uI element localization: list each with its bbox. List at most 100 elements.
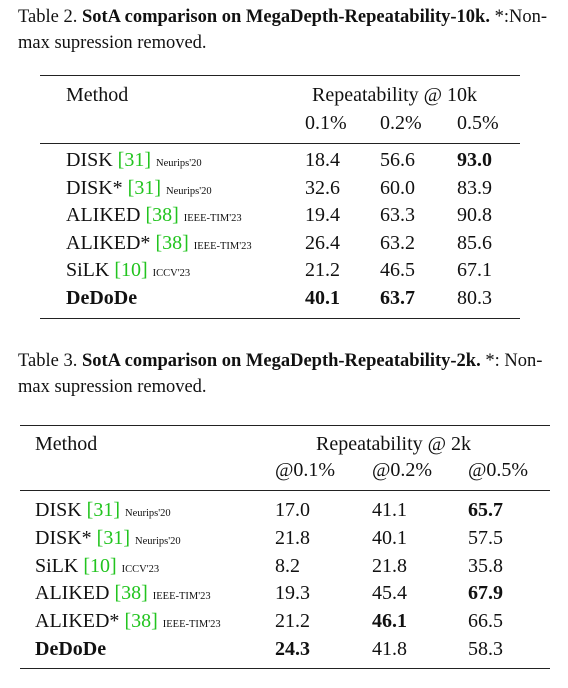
method-name: DeDoDe	[35, 638, 107, 660]
venue: IEEE-TIM'23	[183, 213, 242, 225]
method-cell: DeDoDe	[66, 286, 137, 310]
value-cell: 8.2	[275, 554, 300, 577]
value-cell: 63.7	[380, 287, 415, 309]
venue: Neurips'20	[125, 508, 171, 519]
header-group: Repeatability @ 2k	[316, 433, 472, 455]
caption-note: *:Non-max supression removed.	[18, 7, 548, 53]
venue: ICCV'23	[121, 563, 160, 575]
method-name: DISK	[66, 149, 113, 171]
method-cell: DISK [31] Neurips'20	[66, 148, 202, 176]
venue: IEEE-TIM'23	[152, 591, 211, 603]
citation: [38]	[114, 582, 148, 605]
method-cell: ALIKED [38] IEEE-TIM'23	[35, 581, 211, 609]
value-cell: 67.1	[457, 259, 492, 282]
venue: Neurips'20	[166, 185, 212, 197]
value-cell: 19.4	[305, 204, 340, 227]
value-cell: 65.7	[468, 499, 503, 521]
value-cell: 63.2	[380, 231, 415, 254]
method-cell: ALIKED [38] IEEE-TIM'23	[66, 203, 242, 231]
value-cell: 41.1	[372, 499, 407, 521]
top-rule	[20, 425, 550, 426]
column-header: 0.2%	[380, 112, 422, 134]
caption: Table 3. SotA comparison on MegaDepth-Re…	[18, 348, 563, 400]
value-cell: 66.5	[468, 610, 503, 633]
value-cell: 18.4	[305, 149, 340, 171]
citation: [31]	[127, 176, 161, 199]
value-cell: 90.8	[457, 204, 492, 227]
citation: [38]	[124, 610, 158, 633]
header-group: Repeatability @ 10k	[312, 84, 478, 106]
method-name: SiLK	[35, 554, 79, 577]
method-name: DeDoDe	[66, 287, 138, 309]
citation: [10]	[114, 259, 148, 282]
value-cell: 17.0	[275, 499, 310, 521]
citation: [10]	[83, 554, 117, 577]
venue: IEEE-TIM'23	[193, 240, 252, 252]
method-cell: ALIKED* [38] IEEE-TIM'23	[66, 231, 252, 259]
column-header: 0.1%	[305, 112, 347, 134]
mid-rule	[20, 490, 550, 491]
value-cell: 56.6	[380, 149, 415, 171]
value-cell: 41.8	[372, 638, 407, 660]
value-cell: 93.0	[457, 149, 492, 171]
value-cell: 83.9	[457, 176, 492, 199]
bottom-rule	[20, 668, 550, 669]
caption-label: Table 3.	[18, 351, 78, 371]
method-cell: SiLK [10] ICCV'23	[66, 258, 190, 286]
value-cell: 46.5	[380, 259, 415, 282]
method-name: SiLK	[66, 259, 110, 282]
caption-note: *: Non-max supression removed.	[18, 351, 543, 397]
caption-label: Table 2.	[18, 7, 78, 27]
value-cell: 35.8	[468, 554, 503, 577]
value-cell: 60.0	[380, 176, 415, 199]
value-cell: 24.3	[275, 638, 310, 660]
bottom-rule	[40, 318, 520, 319]
value-cell: 21.2	[305, 259, 340, 282]
value-cell: 21.2	[275, 610, 310, 633]
method-cell: DISK* [31] Neurips'20	[35, 526, 181, 554]
caption-title: SotA comparison on MegaDepth-Repeatabili…	[81, 351, 481, 371]
column-header: @0.1%	[275, 459, 336, 481]
citation: [31]	[96, 526, 130, 549]
method-name: DISK*	[66, 176, 123, 199]
value-cell: 21.8	[372, 554, 407, 577]
value-cell: 26.4	[305, 231, 340, 254]
method-cell: SiLK [10] ICCV'23	[35, 554, 159, 582]
value-cell: 58.3	[468, 638, 503, 660]
top-rule	[40, 75, 520, 76]
value-cell: 63.3	[380, 204, 415, 227]
value-cell: 32.6	[305, 176, 340, 199]
value-cell: 40.1	[305, 287, 340, 309]
citation: [38]	[155, 231, 189, 254]
method-cell: DISK* [31] Neurips'20	[66, 176, 212, 204]
citation: [31]	[86, 499, 120, 521]
value-cell: 57.5	[468, 526, 503, 549]
method-name: ALIKED	[66, 204, 141, 227]
value-cell: 80.3	[457, 287, 492, 309]
method-cell: DISK [31] Neurips'20	[35, 498, 171, 526]
header-method: Method	[66, 84, 129, 106]
header-method: Method	[35, 433, 98, 455]
value-cell: 21.8	[275, 526, 310, 549]
venue: Neurips'20	[135, 535, 181, 547]
value-cell: 46.1	[372, 610, 407, 633]
value-cell: 40.1	[372, 526, 407, 549]
method-cell: ALIKED* [38] IEEE-TIM'23	[35, 609, 221, 637]
value-cell: 67.9	[468, 582, 503, 605]
column-header: @0.2%	[372, 459, 433, 481]
value-cell: 85.6	[457, 231, 492, 254]
citation: [38]	[145, 204, 179, 227]
method-name: DISK*	[35, 526, 92, 549]
method-name: ALIKED	[35, 582, 110, 605]
citation: [31]	[117, 149, 151, 171]
venue: IEEE-TIM'23	[162, 619, 221, 631]
mid-rule	[40, 143, 520, 144]
venue: ICCV'23	[152, 268, 191, 280]
caption-title: SotA comparison on MegaDepth-Repeatabili…	[81, 7, 490, 27]
column-header: @0.5%	[468, 459, 529, 481]
value-cell: 45.4	[372, 582, 407, 605]
method-name: ALIKED*	[66, 231, 151, 254]
method-name: DISK	[35, 499, 82, 521]
value-cell: 19.3	[275, 582, 310, 605]
